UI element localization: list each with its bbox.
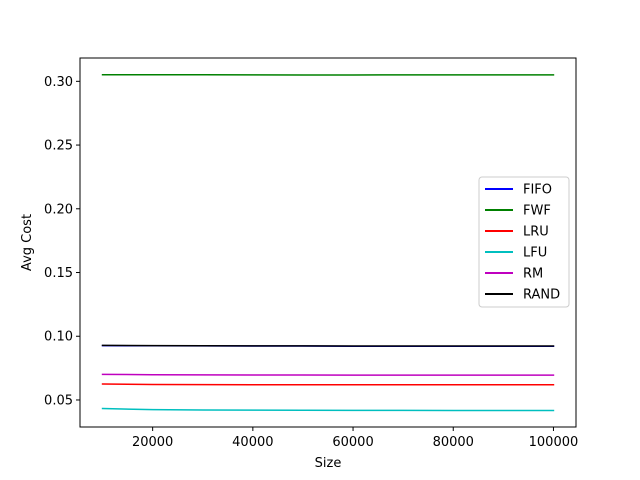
plot-frame [79, 57, 577, 428]
series-line-lru [101, 383, 555, 386]
series-line-rm [101, 373, 555, 376]
legend-label-lru: LRU [523, 225, 549, 240]
legend-label-fifo: FIFO [523, 183, 552, 198]
series-line-lfu [101, 407, 555, 412]
x-tick-label: 60000 [332, 435, 373, 450]
y-tick-label: 0.30 [44, 75, 73, 90]
y-tick-label: 0.05 [44, 393, 73, 408]
y-tick-label: 0.20 [44, 202, 73, 217]
x-axis: 20000 40000 60000 80000 100000 [132, 427, 578, 450]
legend-label-lfu: LFU [523, 246, 547, 261]
series-line-rand [101, 344, 555, 347]
x-tick-label: 20000 [132, 435, 173, 450]
y-tick-label: 0.10 [44, 330, 73, 345]
y-tick-label: 0.15 [44, 266, 73, 281]
legend: FIFO FWF LRU LFU RM RAND [478, 176, 570, 308]
x-axis-label: Size [315, 456, 342, 471]
x-tick-label: 80000 [433, 435, 474, 450]
y-axis: 0.05 0.10 0.15 0.20 0.25 0.30 [44, 75, 80, 408]
legend-label-fwf: FWF [523, 204, 551, 219]
legend-label-rand: RAND [523, 288, 560, 303]
series-layer [101, 73, 555, 412]
y-axis-label: Avg Cost [20, 214, 35, 271]
x-tick-label: 100000 [529, 435, 579, 450]
x-tick-label: 40000 [232, 435, 273, 450]
y-tick-label: 0.25 [44, 139, 73, 154]
legend-label-rm: RM [523, 267, 543, 282]
